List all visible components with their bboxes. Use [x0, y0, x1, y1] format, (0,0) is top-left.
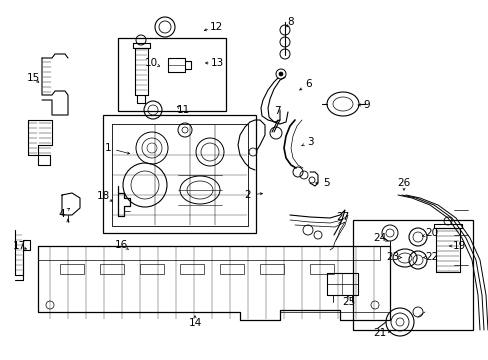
- Text: 7: 7: [273, 106, 280, 116]
- Text: 23: 23: [386, 252, 399, 262]
- Bar: [220, 264, 244, 274]
- Text: 18: 18: [96, 191, 109, 201]
- Bar: [103, 115, 256, 233]
- Text: 17: 17: [12, 241, 25, 251]
- Bar: [180, 264, 203, 274]
- Text: 20: 20: [425, 228, 438, 238]
- Text: 13: 13: [210, 58, 223, 68]
- Text: 10: 10: [144, 58, 157, 68]
- Text: 11: 11: [176, 105, 189, 115]
- Text: 27: 27: [336, 212, 349, 222]
- Text: 9: 9: [363, 100, 369, 110]
- Text: 6: 6: [305, 79, 312, 89]
- Circle shape: [279, 72, 283, 76]
- Text: 15: 15: [26, 73, 40, 83]
- Bar: [140, 264, 163, 274]
- Text: 3: 3: [306, 137, 313, 147]
- Bar: [352, 220, 472, 330]
- Text: 2: 2: [244, 190, 251, 200]
- Text: 26: 26: [397, 178, 410, 188]
- Bar: [260, 264, 284, 274]
- Bar: [309, 264, 333, 274]
- Text: 1: 1: [104, 143, 111, 153]
- Text: 16: 16: [114, 240, 127, 250]
- Text: 4: 4: [59, 209, 65, 219]
- Bar: [60, 264, 84, 274]
- Text: 25: 25: [342, 297, 355, 307]
- Text: 22: 22: [425, 252, 438, 262]
- Bar: [100, 264, 124, 274]
- Text: 12: 12: [209, 22, 222, 32]
- Text: 8: 8: [287, 17, 294, 27]
- Bar: [118, 38, 225, 111]
- Text: 14: 14: [188, 318, 201, 328]
- Text: 24: 24: [373, 233, 386, 243]
- Text: 19: 19: [451, 241, 465, 251]
- Text: 5: 5: [322, 178, 328, 188]
- Text: 21: 21: [373, 328, 386, 338]
